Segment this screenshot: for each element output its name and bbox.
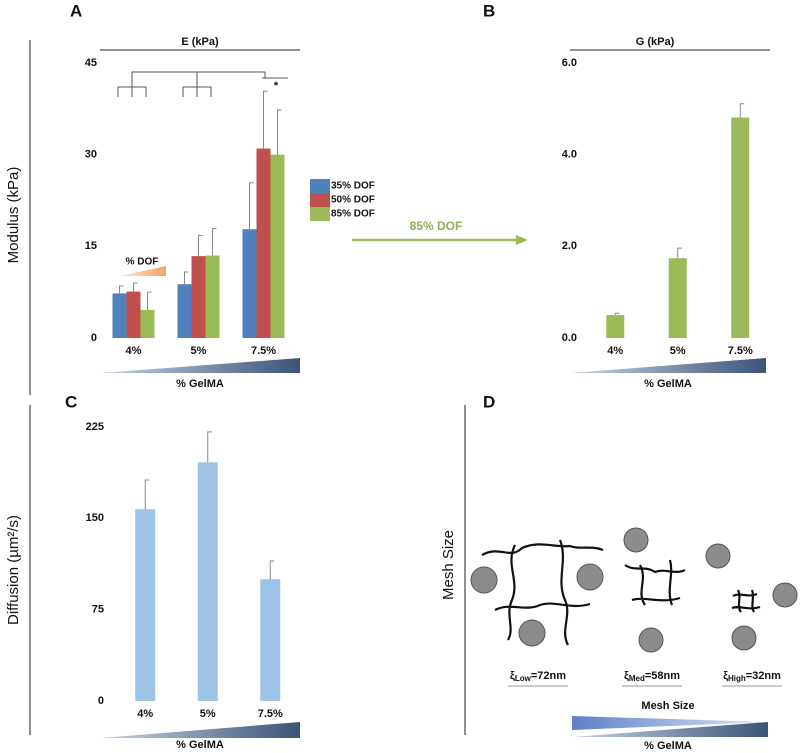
y-tick-label: 0 — [98, 695, 104, 707]
y-tick-label: 0.0 — [562, 332, 577, 344]
error-bar — [119, 285, 124, 294]
y-axis-label: Modulus (kPa) — [5, 167, 22, 264]
arrow-label: 85% DOF — [410, 219, 463, 233]
mesh-label: ξMed=58nm — [624, 670, 680, 683]
error-bar — [198, 234, 203, 257]
legend-label: 85% DOF — [331, 209, 375, 220]
error-bar — [212, 228, 217, 256]
panel-letter: A — [70, 1, 82, 20]
annotation: % DOF — [126, 257, 159, 268]
mesh-label: ξLow=72nm — [510, 670, 566, 683]
bar — [260, 579, 281, 701]
panel-letter: D — [483, 392, 495, 411]
legend-swatch — [310, 193, 330, 207]
y-tick-label: 150 — [86, 512, 104, 524]
bar — [205, 255, 220, 338]
y-tick-label: 30 — [85, 149, 97, 161]
mesh-value: =58nm — [645, 670, 680, 682]
mesh-symbol: ξ — [723, 670, 728, 682]
x-axis-label: % GelMA — [176, 739, 224, 751]
significance-mark: * — [274, 80, 279, 92]
bar — [270, 154, 285, 338]
x-axis-label: % GelMA — [644, 378, 692, 390]
error-bar — [677, 247, 682, 259]
mesh-subscript: High — [728, 674, 746, 683]
bar — [126, 291, 141, 338]
x-tick-label: 4% — [126, 345, 142, 357]
bar — [731, 117, 750, 339]
gelma-gradient — [100, 722, 300, 738]
mesh-value: =72nm — [531, 670, 566, 682]
panel-letter: B — [483, 1, 495, 20]
mesh-value: =32nm — [746, 670, 781, 682]
x-tick-label: 4% — [137, 708, 153, 720]
y-tick-label: 4.0 — [562, 149, 577, 161]
mesh-symbol: ξ — [510, 670, 515, 682]
y-axis-label: Mesh Size — [440, 530, 457, 600]
bar — [191, 256, 206, 338]
y-tick-label: 0 — [91, 332, 97, 344]
error-bar — [614, 312, 620, 316]
legend-swatch — [310, 179, 330, 193]
legend-swatch — [310, 207, 330, 221]
chart-title: E (kPa) — [181, 36, 219, 48]
x-tick-label: 4% — [607, 345, 623, 357]
y-tick-label: 45 — [85, 57, 97, 69]
arrow-head — [516, 235, 528, 245]
x-tick-label: 5% — [191, 345, 207, 357]
chart-title: G (kPa) — [636, 36, 675, 48]
gelma-gradient — [570, 358, 766, 373]
error-bar — [249, 182, 254, 230]
bar — [242, 229, 257, 338]
y-tick-label: 15 — [85, 240, 97, 252]
significance-bracket — [117, 71, 288, 97]
mesh-subscript: Med — [629, 674, 645, 683]
bar — [606, 315, 625, 338]
error-bar — [144, 479, 150, 510]
x-axis-label: % GelMA — [644, 740, 692, 752]
y-tick-label: 2.0 — [562, 240, 577, 252]
bar — [256, 148, 271, 338]
bar — [112, 293, 127, 338]
y-axis-label: Diffusion (µm²/s) — [5, 515, 22, 625]
x-tick-label: 7.5% — [258, 708, 283, 720]
bar — [197, 462, 218, 701]
mesh-symbol: ξ — [624, 670, 629, 682]
error-bar — [277, 109, 282, 155]
x-tick-label: 7.5% — [251, 345, 276, 357]
error-bar — [147, 291, 152, 310]
panel-letter: C — [65, 392, 77, 411]
error-bar — [739, 103, 745, 118]
error-bar — [184, 271, 189, 285]
mesh-gradient — [572, 716, 768, 730]
x-tick-label: 7.5% — [728, 345, 753, 357]
y-tick-label: 225 — [86, 421, 104, 433]
mesh-bar-label: Mesh Size — [641, 700, 694, 712]
error-bar — [207, 431, 212, 463]
error-bar — [263, 90, 268, 149]
mesh-subscript: Low — [515, 674, 532, 683]
bar — [140, 309, 155, 338]
bar — [135, 509, 156, 701]
y-tick-label: 6.0 — [562, 57, 577, 69]
bar — [668, 258, 687, 338]
error-bar — [269, 560, 275, 580]
dof-gradient — [120, 266, 166, 276]
bar — [177, 284, 192, 338]
gelma-gradient — [100, 358, 300, 373]
x-axis-label: % GelMA — [176, 378, 224, 390]
x-tick-label: 5% — [670, 345, 686, 357]
legend-label: 50% DOF — [331, 195, 375, 206]
x-tick-label: 5% — [200, 708, 216, 720]
legend-label: 35% DOF — [331, 181, 375, 192]
gelma-gradient — [572, 722, 768, 737]
error-bar — [133, 282, 138, 292]
y-tick-label: 75 — [92, 604, 104, 616]
mesh-label: ξHigh=32nm — [723, 670, 781, 683]
mesh-network — [481, 539, 761, 646]
particles — [470, 527, 798, 653]
